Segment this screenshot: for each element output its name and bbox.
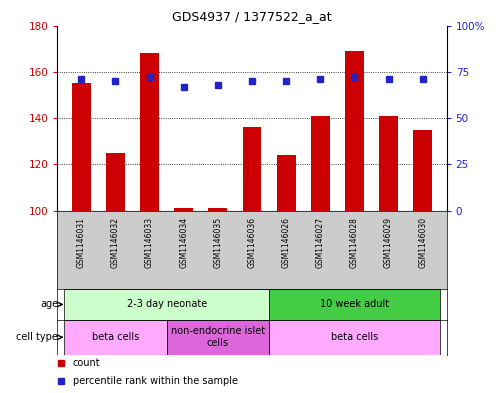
Bar xyxy=(209,208,227,211)
Bar xyxy=(345,51,364,211)
Text: GSM1146026: GSM1146026 xyxy=(281,217,290,268)
FancyBboxPatch shape xyxy=(269,320,440,355)
Text: 2-3 day neonate: 2-3 day neonate xyxy=(127,299,207,309)
Bar xyxy=(72,83,91,211)
Text: GSM1146031: GSM1146031 xyxy=(77,217,86,268)
Text: GSM1146036: GSM1146036 xyxy=(248,217,256,268)
Text: percentile rank within the sample: percentile rank within the sample xyxy=(73,376,238,386)
Text: GSM1146033: GSM1146033 xyxy=(145,217,154,268)
Text: GSM1146032: GSM1146032 xyxy=(111,217,120,268)
Text: GSM1146035: GSM1146035 xyxy=(214,217,223,268)
FancyBboxPatch shape xyxy=(64,289,269,320)
Bar xyxy=(277,155,295,211)
Text: GSM1146030: GSM1146030 xyxy=(418,217,427,268)
Text: cell type: cell type xyxy=(16,332,58,342)
Text: beta cells: beta cells xyxy=(92,332,139,342)
Text: age: age xyxy=(40,299,58,309)
Text: beta cells: beta cells xyxy=(331,332,378,342)
Text: 10 week adult: 10 week adult xyxy=(320,299,389,309)
FancyBboxPatch shape xyxy=(167,320,269,355)
Text: GSM1146034: GSM1146034 xyxy=(179,217,188,268)
Text: GSM1146027: GSM1146027 xyxy=(316,217,325,268)
Text: non-endocrine islet
cells: non-endocrine islet cells xyxy=(171,327,265,348)
FancyBboxPatch shape xyxy=(269,289,440,320)
Text: GSM1146028: GSM1146028 xyxy=(350,217,359,268)
Title: GDS4937 / 1377522_a_at: GDS4937 / 1377522_a_at xyxy=(172,10,332,23)
Bar xyxy=(311,116,330,211)
Bar xyxy=(243,127,261,211)
Text: GSM1146029: GSM1146029 xyxy=(384,217,393,268)
Bar xyxy=(106,153,125,211)
FancyBboxPatch shape xyxy=(64,320,167,355)
Text: count: count xyxy=(73,358,101,368)
Bar xyxy=(413,130,432,211)
Bar xyxy=(140,53,159,211)
Bar xyxy=(379,116,398,211)
Bar xyxy=(174,208,193,211)
